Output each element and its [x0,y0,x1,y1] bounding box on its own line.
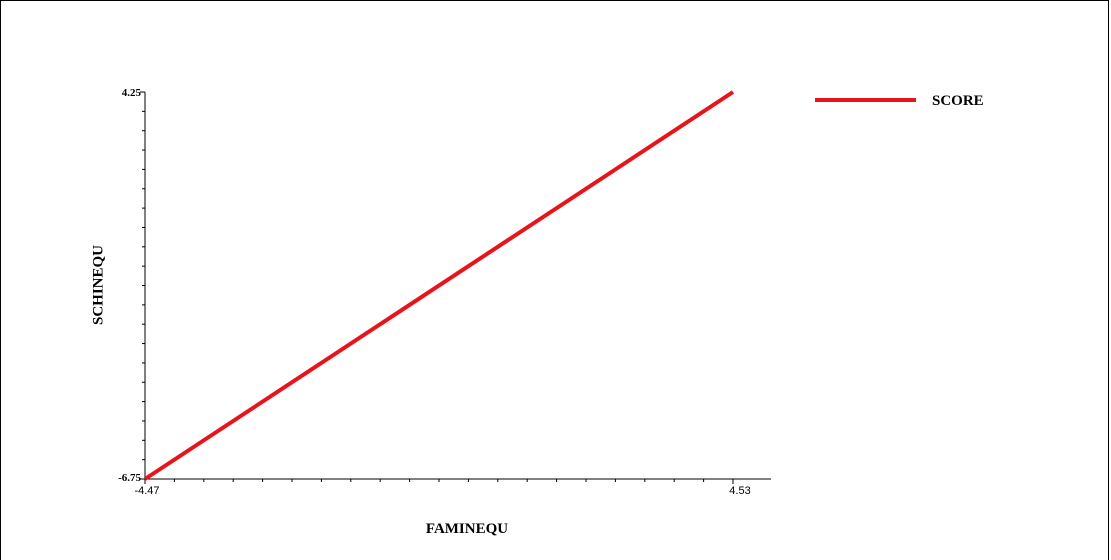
x-tick-label-max: 4.53 [729,485,750,497]
y-axis-minor-ticks [140,91,145,480]
series-layer [143,90,735,481]
y-tick-label-min: -6.75 [118,472,141,484]
series-line-score [143,90,735,481]
x-tick-label-min: -4.47 [134,485,159,497]
legend: SCORE [815,93,984,109]
legend-label-score: SCORE [932,93,984,109]
y-axis-title: SCHINEQU [90,245,106,325]
x-axis-minor-ticks [144,479,734,484]
y-tick-label-max: 4.25 [122,87,142,99]
x-axis-title: FAMINEQU [426,521,508,537]
